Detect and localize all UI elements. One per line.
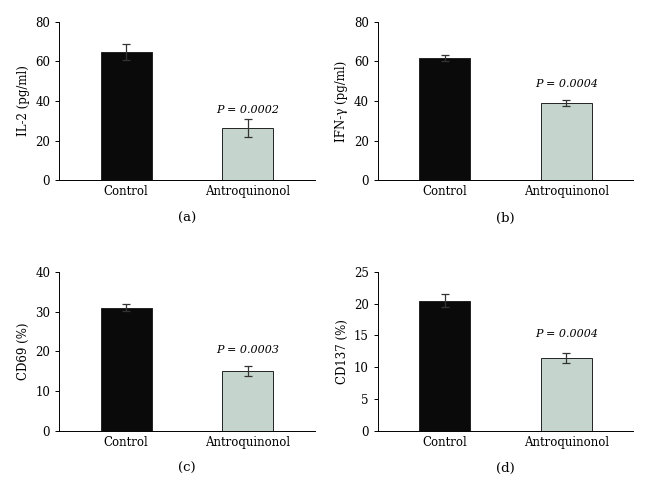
Bar: [222, 128, 273, 180]
Bar: [101, 52, 151, 180]
Y-axis label: IFN-γ (pg/ml): IFN-γ (pg/ml): [335, 60, 348, 142]
Bar: [222, 371, 273, 431]
Text: P = 0.0004: P = 0.0004: [535, 79, 598, 89]
Y-axis label: IL-2 (pg/ml): IL-2 (pg/ml): [17, 66, 30, 137]
Y-axis label: CD69 (%): CD69 (%): [17, 323, 30, 380]
Bar: [541, 358, 592, 431]
Text: P = 0.0004: P = 0.0004: [535, 329, 598, 339]
Y-axis label: CD137 (%): CD137 (%): [335, 319, 348, 384]
Bar: [419, 300, 471, 431]
Bar: [101, 308, 151, 431]
Text: (b): (b): [497, 212, 515, 225]
Text: (a): (a): [178, 212, 196, 225]
Text: (c): (c): [178, 462, 196, 475]
Text: P = 0.0002: P = 0.0002: [216, 105, 280, 115]
Bar: [419, 58, 471, 180]
Bar: [541, 103, 592, 180]
Text: (d): (d): [497, 462, 515, 475]
Text: P = 0.0003: P = 0.0003: [216, 346, 280, 355]
